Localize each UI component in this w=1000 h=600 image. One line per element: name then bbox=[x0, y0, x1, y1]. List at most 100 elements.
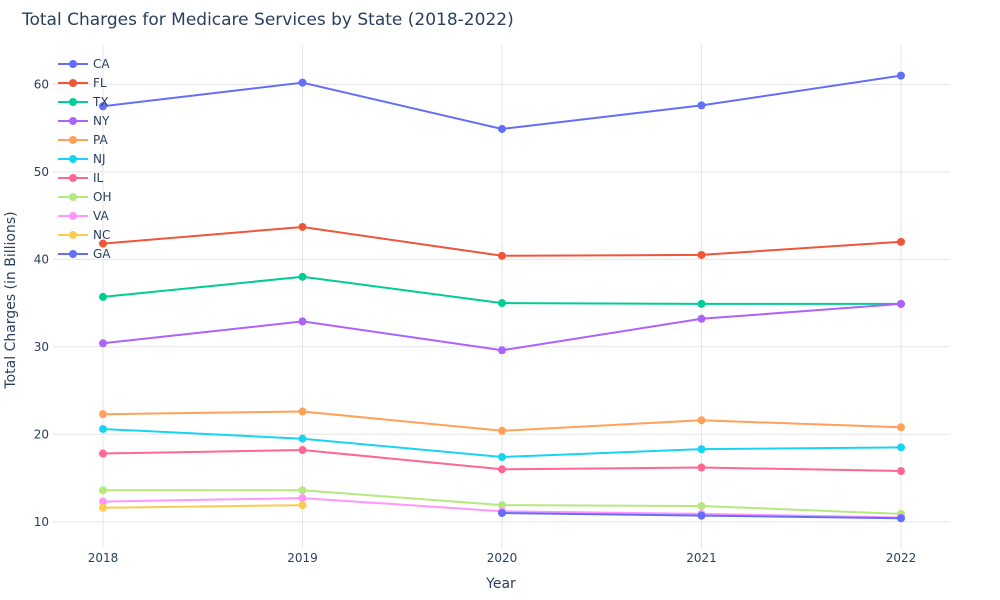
legend-label: CA bbox=[93, 57, 110, 71]
data-point-ga bbox=[897, 514, 905, 523]
legend-label: OH bbox=[93, 190, 111, 204]
legend-item-nj[interactable]: NJ bbox=[58, 152, 106, 166]
legend-marker bbox=[69, 136, 77, 144]
data-point-oh bbox=[99, 486, 107, 495]
data-point-il bbox=[498, 465, 506, 474]
series-ca bbox=[99, 71, 905, 133]
data-point-tx bbox=[498, 299, 506, 308]
legend-item-ny[interactable]: NY bbox=[58, 114, 110, 128]
y-tick-label: 40 bbox=[34, 252, 49, 266]
data-point-tx bbox=[697, 299, 706, 308]
legend-label: TX bbox=[92, 95, 109, 109]
legend-label: VA bbox=[93, 209, 109, 223]
legend-item-va[interactable]: VA bbox=[58, 209, 109, 223]
series-nj bbox=[99, 425, 905, 462]
data-point-ca bbox=[697, 101, 706, 110]
legend-item-tx[interactable]: TX bbox=[58, 95, 109, 109]
data-point-nc bbox=[99, 503, 107, 512]
legend-item-nc[interactable]: NC bbox=[58, 228, 110, 242]
y-tick-label: 50 bbox=[34, 165, 49, 179]
x-axis-title: Year bbox=[485, 576, 516, 592]
data-point-ca bbox=[897, 71, 905, 80]
legend-label: NC bbox=[93, 228, 110, 242]
data-point-pa bbox=[498, 426, 506, 435]
legend-item-il[interactable]: IL bbox=[58, 171, 104, 185]
legend-marker bbox=[69, 174, 77, 182]
data-point-fl bbox=[897, 237, 905, 246]
data-point-il bbox=[298, 446, 307, 455]
data-point-ny bbox=[697, 314, 706, 323]
data-point-fl bbox=[298, 222, 307, 231]
series-ga bbox=[498, 509, 905, 523]
data-point-pa bbox=[697, 416, 706, 425]
legend-marker bbox=[69, 79, 77, 87]
data-point-fl bbox=[99, 239, 107, 248]
data-point-pa bbox=[897, 423, 905, 432]
series-pa bbox=[99, 407, 905, 435]
legend-item-ga[interactable]: GA bbox=[58, 247, 111, 261]
data-point-ny bbox=[498, 346, 506, 355]
legend-label: PA bbox=[93, 133, 108, 147]
data-point-nj bbox=[697, 445, 706, 454]
legend-item-fl[interactable]: FL bbox=[58, 76, 107, 90]
chart-title: Total Charges for Medicare Services by S… bbox=[21, 10, 514, 30]
legend-marker bbox=[69, 231, 77, 239]
data-point-il bbox=[99, 449, 107, 458]
data-point-nj bbox=[298, 434, 307, 443]
x-tick-label: 2021 bbox=[686, 551, 717, 565]
x-tick-label: 2022 bbox=[886, 551, 917, 565]
data-point-ca bbox=[99, 102, 107, 111]
y-tick-label: 20 bbox=[34, 427, 49, 441]
y-axis-title: Total Charges (in Billions) bbox=[3, 211, 19, 389]
data-point-oh bbox=[298, 486, 307, 495]
data-point-ga bbox=[697, 511, 706, 520]
data-point-oh bbox=[498, 501, 506, 510]
data-point-ga bbox=[498, 509, 506, 518]
legend-item-oh[interactable]: OH bbox=[58, 190, 111, 204]
data-point-fl bbox=[697, 250, 706, 259]
legend-label: NY bbox=[93, 114, 110, 128]
series-ny bbox=[99, 299, 905, 355]
legend-marker bbox=[69, 193, 77, 201]
legend-label: IL bbox=[93, 171, 104, 185]
x-tick-label: 2020 bbox=[487, 551, 518, 565]
series-fl bbox=[99, 222, 905, 260]
legend-marker bbox=[69, 98, 77, 106]
legend-item-pa[interactable]: PA bbox=[58, 133, 108, 147]
data-point-nj bbox=[99, 425, 107, 434]
data-point-pa bbox=[298, 407, 307, 416]
legend-label: FL bbox=[93, 76, 107, 90]
data-point-il bbox=[897, 467, 905, 476]
legend-marker bbox=[69, 212, 77, 220]
y-tick-label: 60 bbox=[34, 77, 49, 91]
legend-label: NJ bbox=[93, 152, 106, 166]
data-point-ny bbox=[99, 339, 107, 348]
data-point-tx bbox=[298, 272, 307, 281]
legend-item-ca[interactable]: CA bbox=[58, 57, 110, 71]
y-axis-ticks: 10 20 30 40 50 60 bbox=[34, 77, 49, 528]
data-point-nc bbox=[298, 501, 307, 510]
legend-marker bbox=[69, 117, 77, 125]
data-point-pa bbox=[99, 410, 107, 419]
data-point-ny bbox=[897, 299, 905, 308]
series-line-nc bbox=[102, 504, 303, 509]
legend: CA FL TX NY PA NJ IL OH VA NC GA bbox=[58, 57, 111, 261]
legend-marker bbox=[69, 60, 77, 68]
data-point-il bbox=[697, 463, 706, 472]
x-axis-ticks: 2018 2019 2020 2021 2022 bbox=[88, 551, 917, 565]
data-point-nj bbox=[498, 453, 506, 462]
data-point-nj bbox=[897, 443, 905, 452]
y-tick-label: 10 bbox=[34, 515, 49, 529]
data-point-fl bbox=[498, 251, 506, 260]
legend-marker bbox=[69, 250, 77, 258]
x-tick-label: 2018 bbox=[88, 551, 119, 565]
data-point-ca bbox=[498, 124, 506, 133]
x-tick-label: 2019 bbox=[287, 551, 318, 565]
series-il bbox=[99, 446, 905, 476]
series-layer bbox=[99, 71, 905, 523]
legend-marker bbox=[69, 155, 77, 163]
data-point-va bbox=[298, 494, 307, 503]
y-tick-label: 30 bbox=[34, 340, 49, 354]
series-nc bbox=[99, 501, 307, 512]
